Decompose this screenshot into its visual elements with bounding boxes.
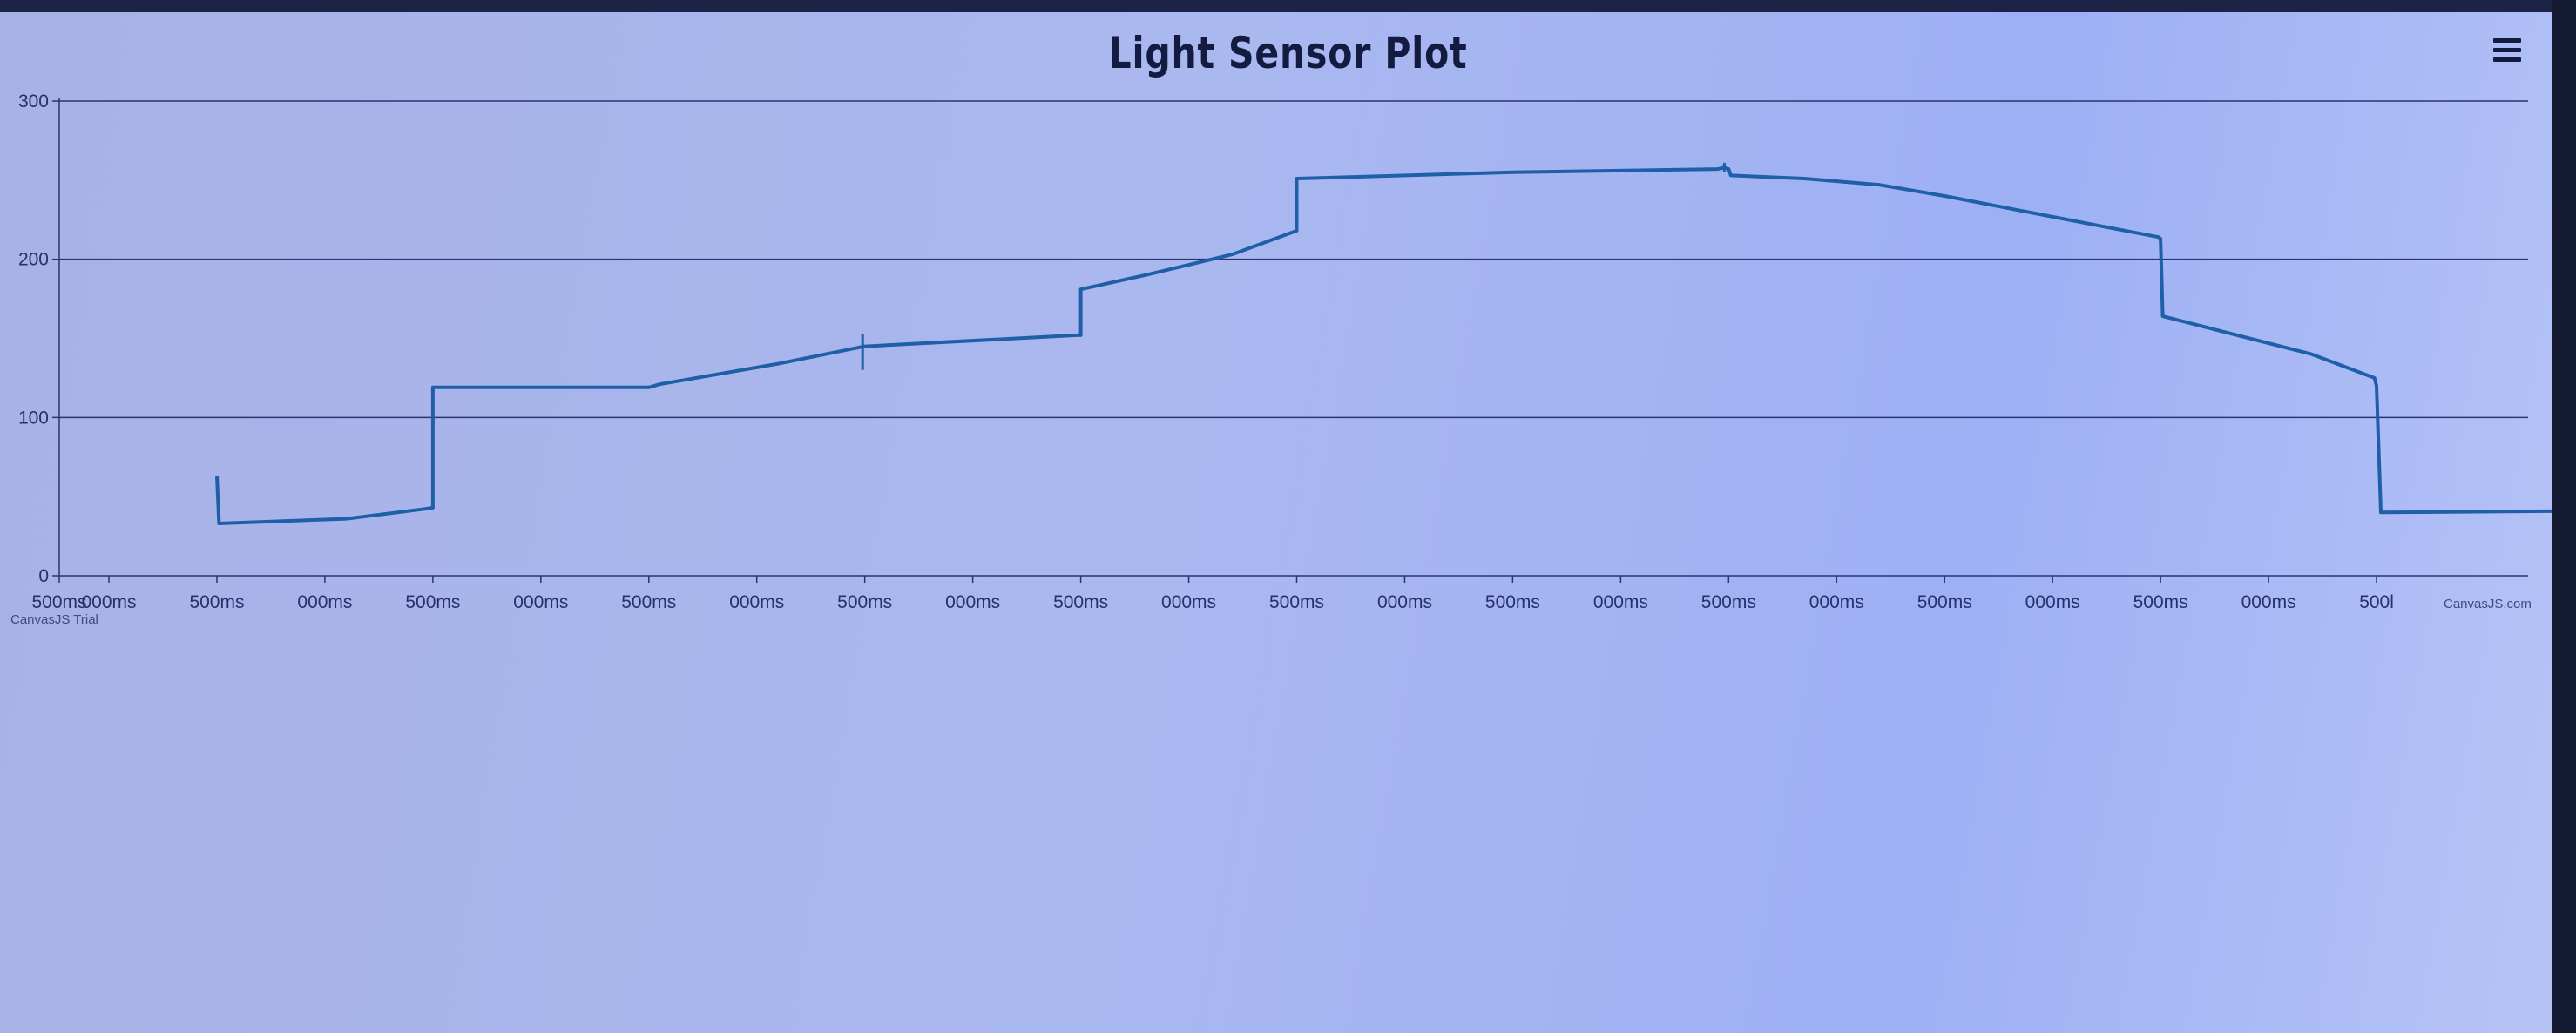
y-tick-label: 300 (18, 91, 49, 111)
x-tick-label: 000ms (81, 592, 136, 612)
y-tick-label: 200 (18, 250, 49, 270)
x-tick-label: 000ms (1593, 592, 1648, 612)
x-tick-label: 500l (2359, 592, 2394, 612)
screen-bezel (2552, 0, 2576, 1033)
watermark-right: CanvasJS.com (2444, 597, 2532, 611)
y-tick-label: 100 (18, 408, 49, 428)
chart-canvas: Light Sensor Plot 0 100 200 300 500ms 000ms 50… (0, 12, 2576, 1033)
hamburger-menu-icon[interactable] (2493, 38, 2521, 64)
watermark-left: CanvasJS Trial (10, 612, 98, 627)
x-tick-label: 500ms (405, 592, 460, 612)
x-tick-label: 000ms (513, 592, 568, 612)
x-tick-label: 000ms (2025, 592, 2080, 612)
x-tick-label: 000ms (1809, 592, 1864, 612)
x-tick-label: 000ms (297, 592, 352, 612)
x-tick-label: 500ms (2133, 592, 2188, 612)
x-tick-label: 000ms (945, 592, 1000, 612)
x-tick-label: 500ms (1053, 592, 1108, 612)
x-tick-label: 500ms (1269, 592, 1324, 612)
x-tick-label: 500ms (1485, 592, 1540, 612)
x-tick-label: 000ms (2241, 592, 2296, 612)
x-tick-label: 500ms (1917, 592, 1972, 612)
x-tick-label: 000ms (729, 592, 784, 612)
series-line (215, 165, 2552, 525)
x-tick-label: 000ms (1161, 592, 1216, 612)
x-tick-label: 500ms (621, 592, 676, 612)
x-tick-label: 500ms (1701, 592, 1756, 612)
x-tick-label: 500ms (189, 592, 244, 612)
x-tick-label: 500ms (31, 592, 86, 612)
y-tick-label: 0 (38, 566, 49, 586)
x-tick-label: 000ms (1377, 592, 1432, 612)
chart-title: Light Sensor Plot (1108, 28, 1468, 78)
x-tick-label: 500ms (837, 592, 892, 612)
